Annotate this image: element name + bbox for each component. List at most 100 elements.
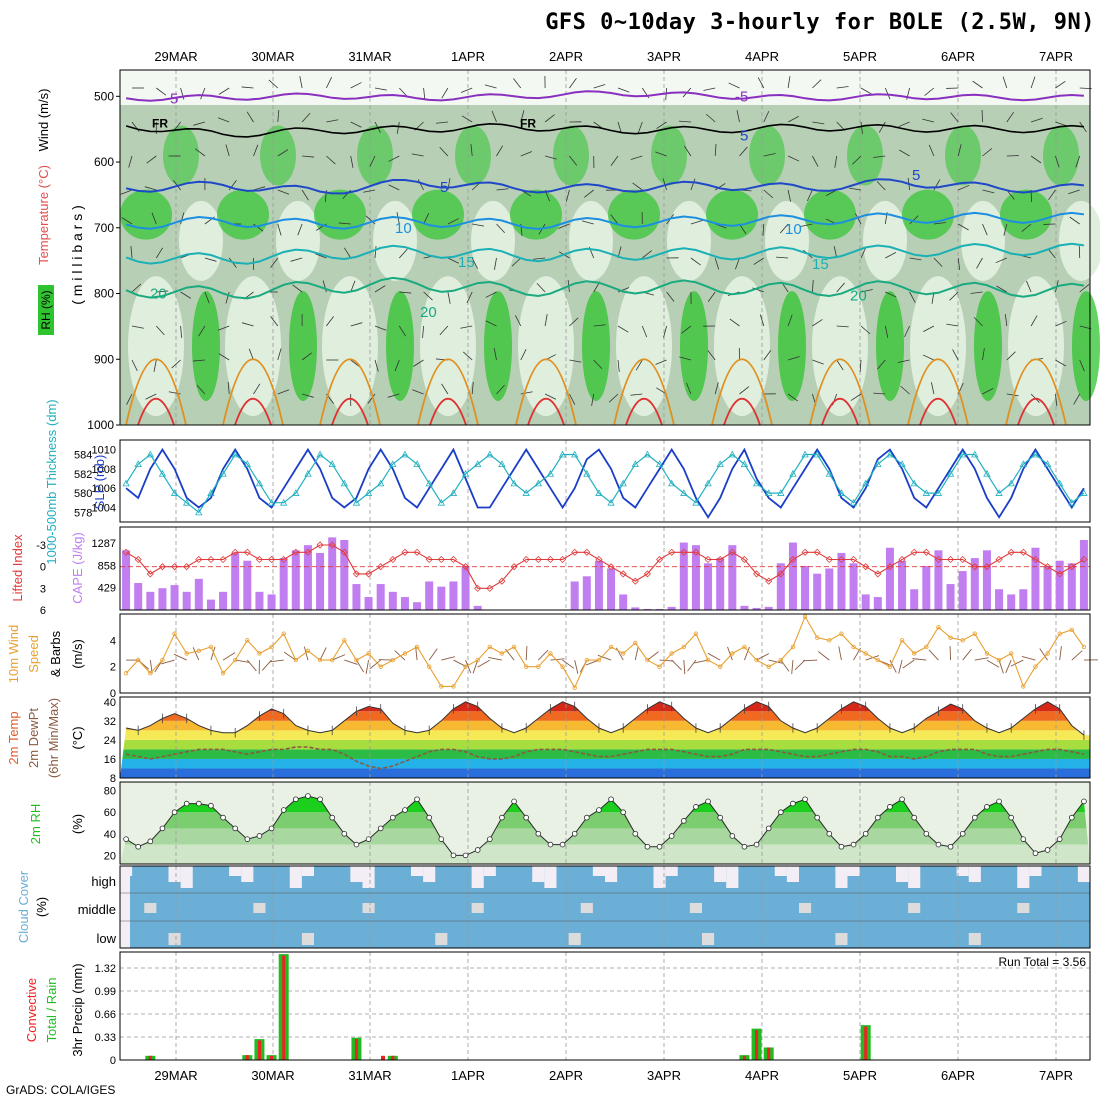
wind-barb: [762, 223, 765, 236]
wind-barb: [924, 87, 935, 96]
wind-barb: [707, 291, 716, 302]
wind-barb: [666, 291, 675, 302]
lifted-index-marker: [716, 555, 724, 564]
rh-moist-area: [510, 189, 562, 240]
wind-barb: [439, 325, 449, 336]
wind-speed-marker: [536, 664, 541, 669]
thickness-marker: [643, 450, 652, 458]
wind-speed-marker: [523, 664, 529, 669]
lifted-index-marker: [292, 548, 300, 556]
rh2m-marker: [329, 814, 335, 821]
wind-barb: [1047, 248, 1056, 259]
cloud-clear-low: [435, 933, 448, 945]
wind-barb: [684, 145, 692, 157]
precip-tick-label: 1.32: [95, 963, 116, 975]
wind-barb: [365, 660, 370, 674]
thickness-marker: [740, 460, 749, 468]
rh2m-unit-label: (%): [70, 814, 85, 834]
pressure-tick-label: 900: [94, 352, 114, 366]
wind-barb: [825, 189, 837, 196]
rh2m-marker: [693, 804, 699, 810]
wind-barb: [461, 115, 473, 123]
thickness-marker: [304, 469, 312, 477]
thickness-marker: [231, 450, 239, 458]
wind-barb: [1030, 117, 1043, 123]
lifted-index-marker: [413, 548, 421, 556]
lifted-index-marker: [534, 555, 542, 564]
thickness-marker: [352, 498, 361, 506]
thickness-marker: [280, 498, 288, 506]
wind-barb: [484, 84, 497, 89]
lifted-index-marker: [643, 570, 652, 578]
wind-barb: [763, 153, 776, 157]
thickness-marker: [1068, 498, 1076, 506]
lifted-index-marker: [316, 541, 324, 549]
cape-bar: [461, 565, 470, 610]
wind-barb: [171, 359, 181, 369]
cloud-clear-high: [835, 866, 848, 888]
wind-barb: [365, 215, 376, 225]
date-label-top: 6APR: [941, 49, 975, 64]
lifted-index-marker: [583, 548, 591, 556]
precip-convective-bar: [742, 1055, 746, 1060]
wind-barb: [496, 223, 505, 234]
wind-barb: [860, 289, 873, 293]
cloud-clear-low: [702, 933, 715, 945]
rh2m-tick-label: 60: [104, 807, 116, 819]
wind-speed-marker: [730, 651, 735, 656]
cloud-clear-high: [605, 866, 618, 882]
rh2m-marker: [959, 830, 966, 837]
thickness-marker: [461, 469, 470, 477]
cloud-clear-high: [483, 866, 496, 876]
cape-bar: [728, 545, 737, 610]
rh2m-marker: [935, 841, 942, 848]
wind-barb: [885, 252, 897, 259]
lifted-index-marker: [1019, 548, 1027, 556]
cape-bar: [473, 605, 482, 610]
rh2m-band: [120, 844, 1090, 864]
wind-speed-marker: [1008, 651, 1014, 656]
lifted-index-marker: [425, 555, 433, 564]
lifted-index-marker: [789, 555, 797, 564]
cape-axis-label: CAPE (J/kg): [70, 532, 85, 604]
cloud-unit-label: (%): [34, 897, 49, 917]
wind-speed-marker: [184, 651, 189, 656]
wind-barb: [248, 348, 254, 361]
lifted-index-marker: [146, 570, 154, 578]
wind-barb: [299, 76, 303, 89]
wind-barb: [374, 87, 387, 91]
wind-barb: [1055, 121, 1067, 127]
thickness-marker: [959, 450, 967, 458]
rh-dry-area: [225, 276, 281, 417]
cloud-clear-high: [726, 866, 739, 888]
wind-barb: [683, 660, 686, 675]
rh-moist-area: [974, 291, 1002, 402]
rh-moist-area: [706, 189, 758, 240]
wind-barb: [225, 144, 230, 157]
cape-bar: [801, 565, 810, 610]
cloud-clear-middle: [471, 903, 484, 913]
wind-barb: [995, 257, 1007, 264]
lifted-index-marker: [267, 555, 276, 564]
thickness-marker: [255, 479, 264, 487]
lifted-index-marker: [886, 563, 894, 571]
wind-speed-marker: [475, 657, 480, 663]
thickness-marker: [498, 460, 506, 468]
lifted-index-marker: [449, 555, 458, 564]
wind-barb: [728, 82, 740, 89]
wind-barb: [131, 359, 138, 371]
rh2m-marker: [535, 830, 542, 837]
isotherm-30-arc: [1017, 397, 1055, 426]
rh2m-marker: [765, 825, 772, 832]
cape-bar: [291, 550, 300, 610]
cloud-clear-high: [471, 866, 484, 888]
wind-barb: [350, 82, 362, 89]
wind-barb: [714, 382, 719, 395]
wind-barb: [217, 325, 230, 331]
cape-bar: [255, 591, 264, 610]
wind-barb: [753, 257, 765, 265]
wind-barb: [514, 315, 522, 327]
wind-barb: [794, 659, 806, 671]
thickness-marker: [595, 489, 603, 496]
cape-frame: [119, 526, 1091, 611]
